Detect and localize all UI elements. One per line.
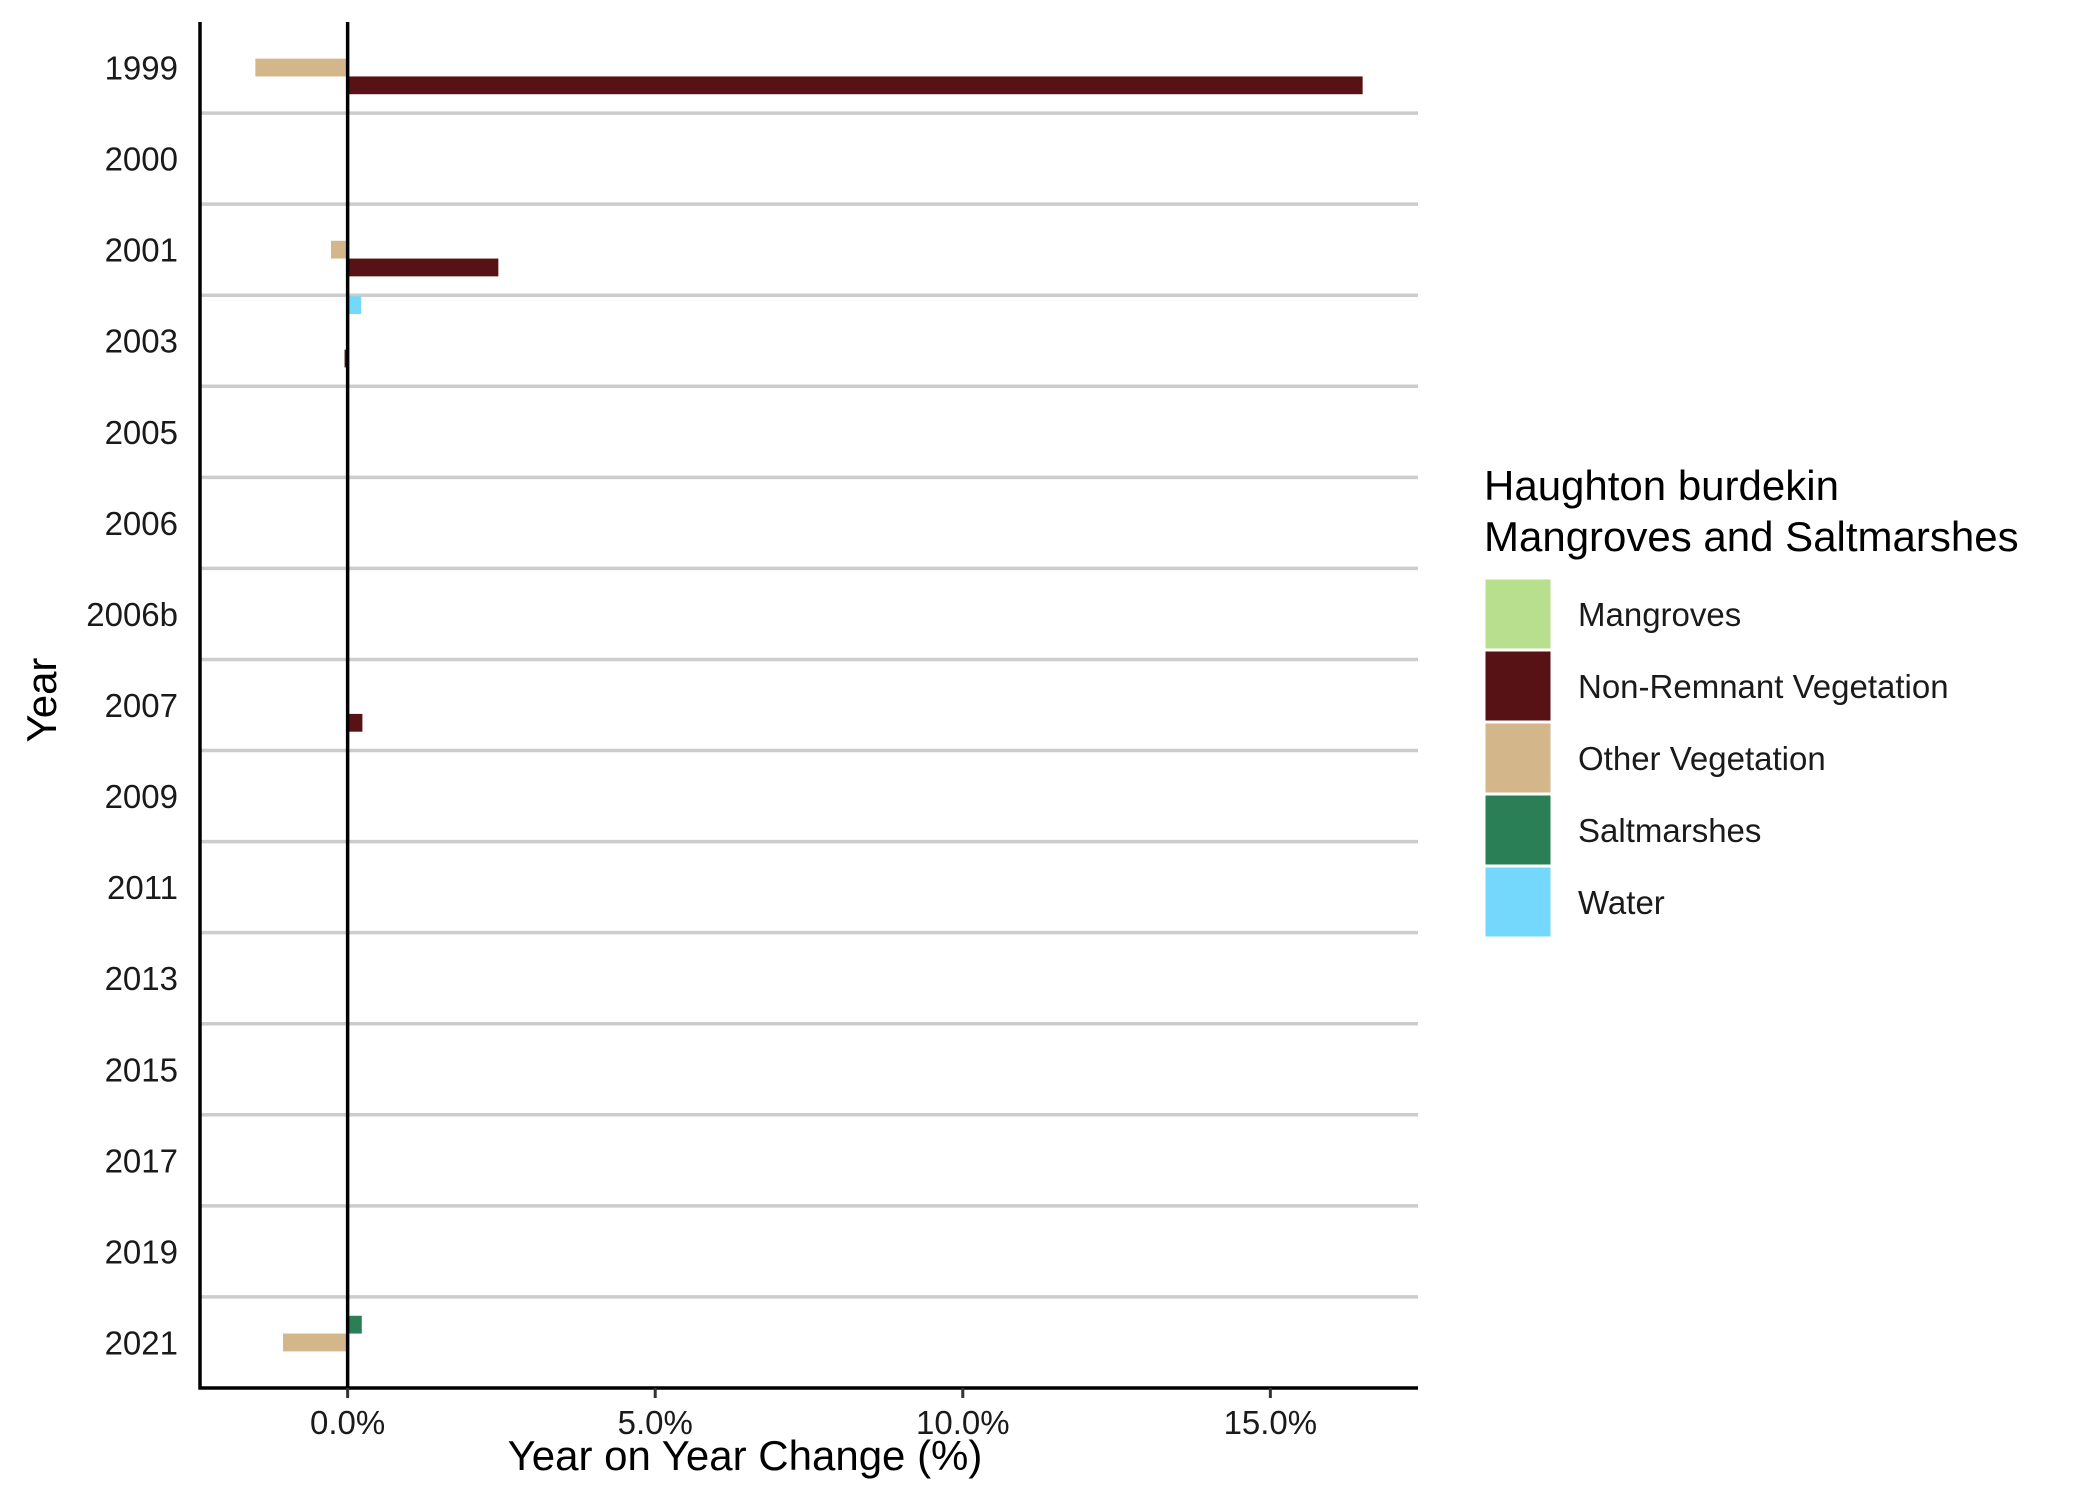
legend-label-mangroves: Mangroves [1578, 596, 1741, 633]
legend-key-other-vegetation [1482, 720, 1554, 796]
y-tick-label: 2017 [105, 1142, 178, 1179]
legend-items: Mangroves Non-Remnant Vegetation Other Veg… [1482, 576, 1949, 940]
legend-label-other-vegetation: Other Vegetation [1578, 740, 1826, 777]
y-tick-label: 2013 [105, 960, 178, 997]
x-tick-label: 15.0% [1224, 1404, 1318, 1441]
y-tick-label: 2000 [105, 141, 178, 178]
legend-title-line-2: Mangroves and Saltmarshes [1484, 513, 2019, 560]
y-tick-labels: 1999 2000 2001 2003 2005 2006 2006b 2007 2009 201… [86, 50, 178, 1362]
bar-other-vegetation-2021 [283, 1333, 348, 1352]
x-tick-label: 5.0% [618, 1404, 693, 1441]
y-tick-label: 2011 [107, 869, 178, 906]
bar-non-remnant-vegetation-2001 [347, 258, 499, 277]
y-axis-title: Year [18, 658, 65, 743]
x-ticks: 0.0% 5.0% 10.0% 15.0% [310, 1388, 1317, 1441]
y-tick-label: 2009 [105, 778, 178, 815]
bar-other-vegetation-2001 [331, 240, 348, 259]
legend-key-mangroves [1482, 576, 1554, 652]
y-tick-label: 2005 [105, 414, 178, 451]
y-tick-label: 2021 [105, 1324, 178, 1361]
legend: Haughton burdekin Mangroves and Saltmars… [1482, 462, 2019, 940]
legend-label-non-remnant-vegetation: Non-Remnant Vegetation [1578, 668, 1949, 705]
axes [198, 22, 1418, 1390]
legend-key-saltmarshes [1482, 792, 1554, 868]
y-tick-label: 2001 [105, 232, 178, 269]
y-tick-label: 2003 [105, 323, 178, 360]
x-axis-title: Year on Year Change (%) [508, 1432, 983, 1479]
x-tick-label: 10.0% [916, 1404, 1010, 1441]
bar-water-2003 [347, 296, 362, 315]
bar-non-remnant-vegetation-1999 [347, 76, 1363, 95]
y-tick-label: 2007 [105, 687, 178, 724]
y-tick-label: 1999 [105, 50, 178, 87]
legend-key-water [1482, 864, 1554, 940]
bar-saltmarshes-2021 [347, 1315, 362, 1334]
y-tick-label: 2019 [105, 1233, 178, 1270]
legend-label-saltmarshes: Saltmarshes [1578, 812, 1761, 849]
gridlines [200, 111, 1418, 1299]
y-tick-label: 2006 [105, 505, 178, 542]
y-tick-label: 2006b [86, 596, 178, 633]
y-tick-label: 2015 [105, 1051, 178, 1088]
bars [255, 58, 1363, 1352]
x-tick-label: 0.0% [310, 1404, 385, 1441]
legend-title-line-1: Haughton burdekin [1484, 462, 1839, 509]
legend-label-water: Water [1578, 884, 1665, 921]
bar-other-vegetation-1999 [255, 58, 348, 77]
legend-key-non-remnant-vegetation [1482, 648, 1554, 724]
bar-non-remnant-vegetation-2007 [347, 713, 363, 732]
